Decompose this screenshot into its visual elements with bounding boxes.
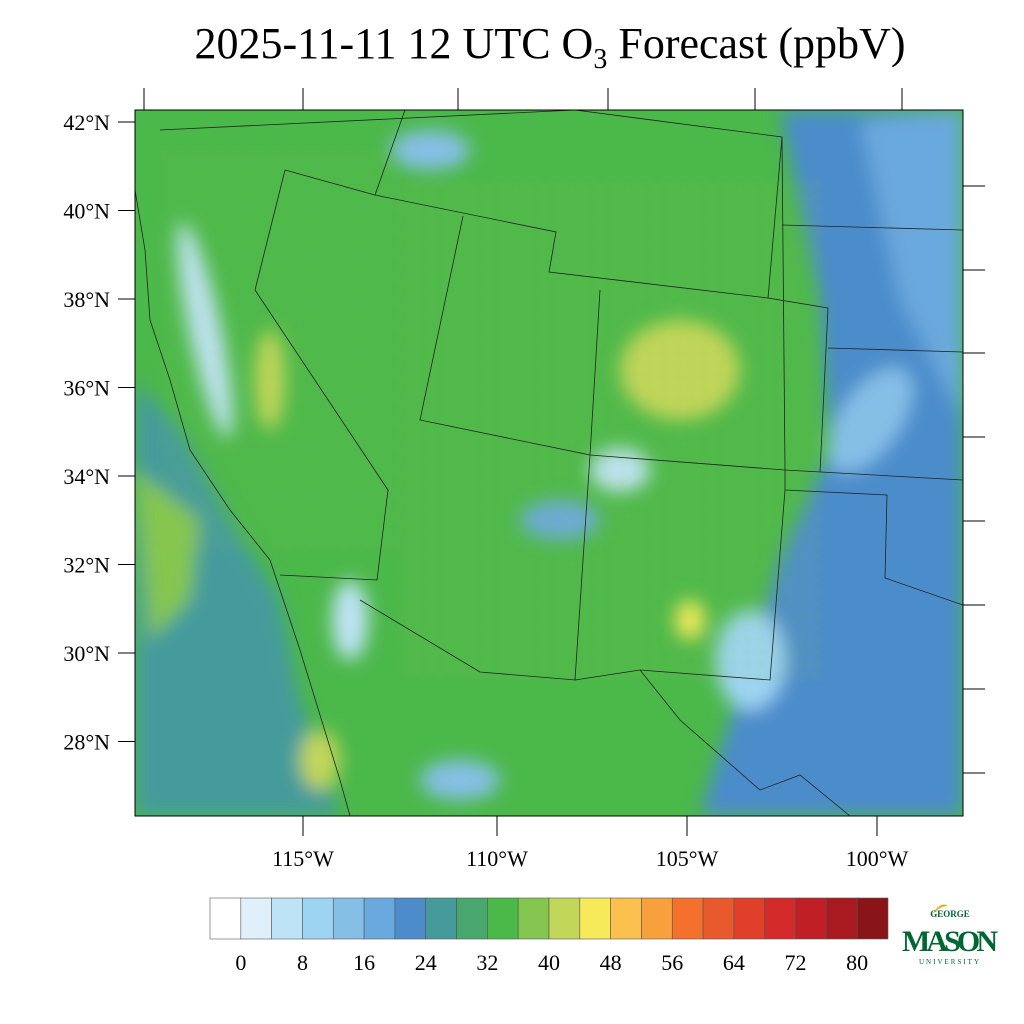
logo-bottom: UNIVERSITY <box>919 958 981 966</box>
colorbar-box <box>302 897 334 940</box>
colorbar-box <box>332 897 365 940</box>
lat-label: 32°N <box>63 553 110 578</box>
colorbar-label: 0 <box>235 950 246 975</box>
lon-label: 110°W <box>466 846 528 871</box>
lat-label: 38°N <box>63 287 110 312</box>
lat-label: 42°N <box>63 110 110 135</box>
colorbar-box <box>702 897 735 940</box>
colorbar-box <box>856 897 889 940</box>
lat-label: 40°N <box>63 199 110 224</box>
map-frame <box>134 109 964 817</box>
colorbar-box <box>394 897 427 940</box>
colorbar-box <box>425 897 457 940</box>
lat-label: 30°N <box>63 641 110 666</box>
colorbar-label: 8 <box>297 950 308 975</box>
colorbar-label: 24 <box>415 950 437 975</box>
colorbar-box <box>641 897 673 940</box>
colorbar-label: 48 <box>600 950 622 975</box>
colorbar-label: 56 <box>661 950 683 975</box>
colorbar-box <box>271 897 303 940</box>
colorbar-box <box>209 897 242 940</box>
map-field <box>135 110 963 816</box>
colorbar-box <box>671 897 704 940</box>
logo: GEORGE MASON UNIVERSITY <box>902 904 998 966</box>
lat-label: 36°N <box>63 376 110 401</box>
colorbar-box <box>548 897 581 940</box>
colorbar-box <box>610 897 642 940</box>
colorbar-label: 80 <box>846 950 868 975</box>
lat-label: 28°N <box>63 730 110 755</box>
borders <box>135 110 963 816</box>
colorbar-box <box>795 897 827 940</box>
colorbar-box <box>487 897 519 940</box>
colorbar-label: 40 <box>538 950 560 975</box>
colorbar-box <box>517 897 550 940</box>
colorbar-label: 72 <box>785 950 807 975</box>
lat-label: 34°N <box>63 464 110 489</box>
colorbar-box <box>240 897 272 940</box>
lon-label: 100°W <box>846 846 909 871</box>
colorbar-box <box>826 897 858 940</box>
colorbar-box <box>456 897 488 940</box>
title: 2025-11-11 12 UTC O3 Forecast (ppbV) <box>195 19 906 75</box>
colorbar-label: 64 <box>723 950 745 975</box>
colorbar-label: 32 <box>476 950 498 975</box>
colorbar-box <box>363 897 396 940</box>
colorbar-box <box>579 897 611 940</box>
logo-top: GEORGE <box>930 909 970 919</box>
logo-name: MASON <box>902 925 998 958</box>
lon-label: 115°W <box>272 846 334 871</box>
colorbar-box <box>733 897 766 940</box>
colorbar-label: 16 <box>353 950 375 975</box>
colorbar-box <box>764 897 796 940</box>
lon-label: 105°W <box>656 846 719 871</box>
